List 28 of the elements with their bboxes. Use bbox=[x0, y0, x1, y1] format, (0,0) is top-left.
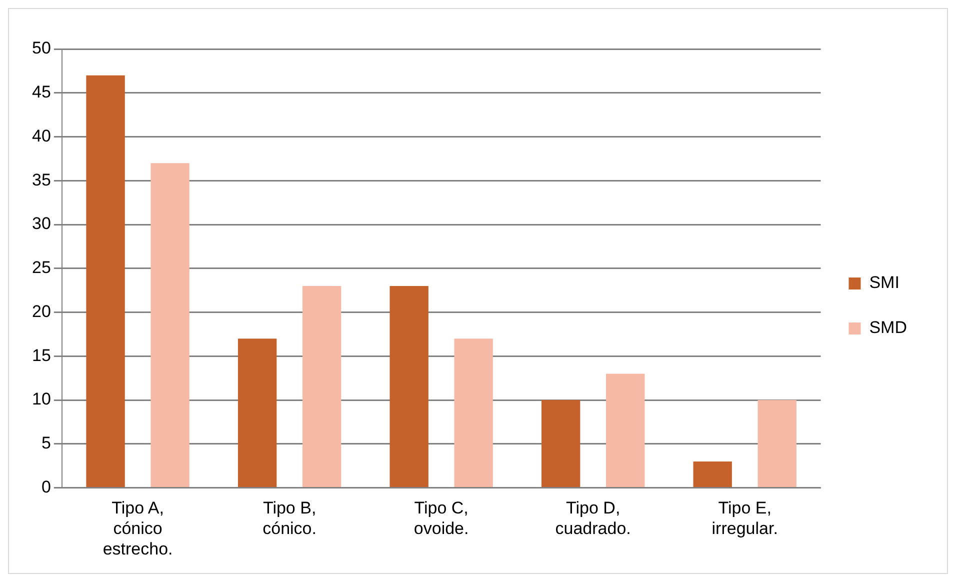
bar bbox=[150, 163, 190, 488]
x-tick-label: Tipo C, ovoide. bbox=[414, 498, 469, 538]
x-tick-label: Tipo B, cónico. bbox=[262, 498, 316, 538]
bar bbox=[238, 338, 277, 488]
bar bbox=[302, 286, 342, 488]
bar bbox=[758, 400, 796, 488]
y-tick-label: 15 bbox=[32, 346, 51, 365]
legend-label: SMI bbox=[869, 273, 900, 292]
y-tick-label: 30 bbox=[32, 214, 51, 234]
x-tick-label: Tipo D, cuadrado. bbox=[555, 498, 631, 538]
y-tick-label: 20 bbox=[32, 302, 51, 321]
bar bbox=[606, 374, 645, 488]
bar bbox=[541, 400, 580, 488]
bar bbox=[454, 338, 493, 488]
y-tick-label: 50 bbox=[32, 38, 51, 58]
y-tick-label: 25 bbox=[32, 258, 51, 278]
bar bbox=[86, 75, 125, 488]
x-tick-label: Tipo A, cónico estrecho. bbox=[102, 498, 173, 558]
y-tick-label: 35 bbox=[32, 170, 51, 190]
bar bbox=[693, 461, 732, 488]
x-tick-label: Tipo E, irregular. bbox=[712, 498, 778, 538]
y-tick-label: 40 bbox=[32, 126, 51, 146]
y-tick-label: 0 bbox=[41, 477, 51, 496]
bar bbox=[390, 286, 428, 488]
legend-label: SMD bbox=[869, 318, 908, 338]
y-tick-label: 10 bbox=[32, 390, 51, 409]
y-tick-label: 45 bbox=[32, 82, 51, 102]
y-tick-label: 5 bbox=[41, 434, 51, 453]
